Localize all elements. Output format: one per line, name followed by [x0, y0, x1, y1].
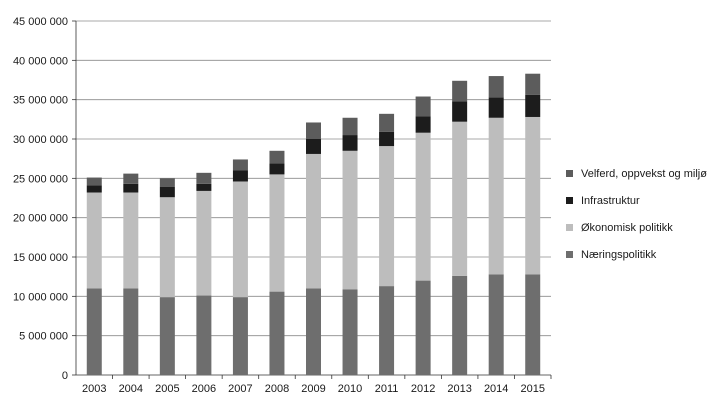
bar-segment-2012-series-2 [415, 116, 431, 133]
y-tick-label: 45 000 000 [13, 16, 68, 28]
bar-segment-2003-series-3 [86, 177, 102, 186]
bar-segment-2007-series-3 [232, 159, 248, 171]
bar-segment-2011-series-1 [379, 146, 395, 287]
legend-swatch-velferd [566, 170, 573, 177]
bar-segment-2006-series-2 [196, 183, 212, 191]
bar-segment-2008-series-3 [269, 150, 285, 164]
legend-swatch-infrastruktur [566, 197, 573, 204]
bar-segment-2006-series-0 [196, 295, 212, 375]
bar-segment-2006-series-3 [196, 172, 212, 184]
bar-segment-2007-series-2 [232, 170, 248, 182]
y-tick-label: 35 000 000 [13, 95, 68, 107]
x-tick-label: 2007 [228, 383, 252, 395]
bar-segment-2003-series-1 [86, 192, 102, 289]
bar-segment-2015-series-2 [525, 94, 541, 117]
x-tick-label: 2013 [447, 383, 471, 395]
bar-segment-2014-series-3 [488, 76, 504, 98]
bar-segment-2015-series-3 [525, 73, 541, 95]
bar-segment-2011-series-2 [379, 131, 395, 147]
bar-segment-2004-series-2 [123, 183, 139, 193]
bar-segment-2005-series-0 [159, 297, 175, 375]
x-tick-label: 2012 [411, 383, 435, 395]
x-tick-label: 2010 [338, 383, 362, 395]
bar-segment-2013-series-1 [452, 121, 468, 276]
bar-segment-2012-series-1 [415, 132, 431, 281]
bar-segment-2010-series-3 [342, 117, 358, 136]
legend-item-okonomisk: Økonomisk politikk [566, 214, 716, 241]
bar-segment-2005-series-3 [159, 178, 175, 187]
bar-segment-2011-series-0 [379, 286, 395, 375]
bar-segment-2010-series-2 [342, 135, 358, 151]
x-tick-label: 2015 [520, 383, 544, 395]
bar-segment-2013-series-3 [452, 80, 468, 102]
bar-segment-2005-series-2 [159, 186, 175, 198]
y-tick-label: 20 000 000 [13, 213, 68, 225]
y-tick-label: 30 000 000 [13, 134, 68, 146]
legend-label-naeringspolitikk: Næringspolitikk [581, 248, 657, 261]
legend-label-infrastruktur: Infrastruktur [581, 194, 640, 207]
bar-segment-2015-series-0 [525, 274, 541, 375]
legend-swatch-okonomisk [566, 224, 573, 231]
x-tick-label: 2004 [119, 383, 143, 395]
x-tick-label: 2005 [155, 383, 179, 395]
bar-segment-2009-series-1 [306, 153, 321, 289]
y-tick-label: 40 000 000 [13, 55, 68, 67]
bar-segment-2006-series-1 [196, 190, 212, 296]
bar-segment-2007-series-1 [232, 181, 248, 298]
bar-segment-2014-series-2 [488, 97, 504, 118]
bar-segment-2004-series-3 [123, 173, 139, 184]
legend-label-velferd: Velferd, oppvekst og miljø [581, 167, 707, 180]
bar-segment-2004-series-0 [123, 288, 139, 375]
x-tick-label: 2011 [375, 383, 399, 395]
legend: Velferd, oppvekst og miljø Infrastruktur… [566, 160, 716, 268]
bar-segment-2003-series-0 [86, 288, 102, 375]
y-tick-label: 25 000 000 [13, 173, 68, 185]
bar-segment-2015-series-1 [525, 116, 541, 275]
legend-label-okonomisk: Økonomisk politikk [581, 221, 673, 234]
legend-item-velferd: Velferd, oppvekst og miljø [566, 160, 716, 187]
y-tick-label: 15 000 000 [13, 252, 68, 264]
bar-segment-2008-series-0 [269, 291, 285, 375]
bar-segment-2010-series-1 [342, 150, 358, 290]
legend-swatch-naeringspolitikk [566, 251, 573, 258]
x-tick-label: 2003 [82, 383, 106, 395]
bar-segment-2007-series-0 [232, 297, 248, 375]
bar-segment-2009-series-3 [306, 122, 321, 139]
bar-segment-2008-series-1 [269, 174, 285, 292]
legend-item-infrastruktur: Infrastruktur [566, 187, 716, 214]
legend-item-naeringspolitikk: Næringspolitikk [566, 241, 716, 268]
y-tick-label: 10 000 000 [13, 291, 68, 303]
bar-segment-2003-series-2 [86, 185, 102, 193]
y-tick-label: 0 [62, 370, 68, 382]
bar-segment-2004-series-1 [123, 192, 139, 289]
bar-segment-2013-series-0 [452, 275, 468, 375]
x-tick-label: 2006 [192, 383, 216, 395]
x-tick-label: 2008 [265, 383, 289, 395]
bar-segment-2009-series-0 [306, 288, 321, 375]
bar-segment-2009-series-2 [306, 139, 321, 154]
x-tick-label: 2014 [484, 383, 508, 395]
bar-segment-2013-series-2 [452, 101, 468, 122]
bar-segment-2014-series-0 [488, 274, 504, 375]
bar-segment-2008-series-2 [269, 163, 285, 175]
bar-segment-2005-series-1 [159, 197, 175, 298]
x-tick-label: 2009 [301, 383, 325, 395]
bar-segment-2014-series-1 [488, 117, 504, 275]
bar-segment-2011-series-3 [379, 113, 395, 132]
bar-segment-2012-series-0 [415, 280, 431, 375]
bar-segment-2010-series-0 [342, 289, 358, 375]
bar-segment-2012-series-3 [415, 96, 431, 117]
y-tick-label: 5 000 000 [19, 331, 68, 343]
